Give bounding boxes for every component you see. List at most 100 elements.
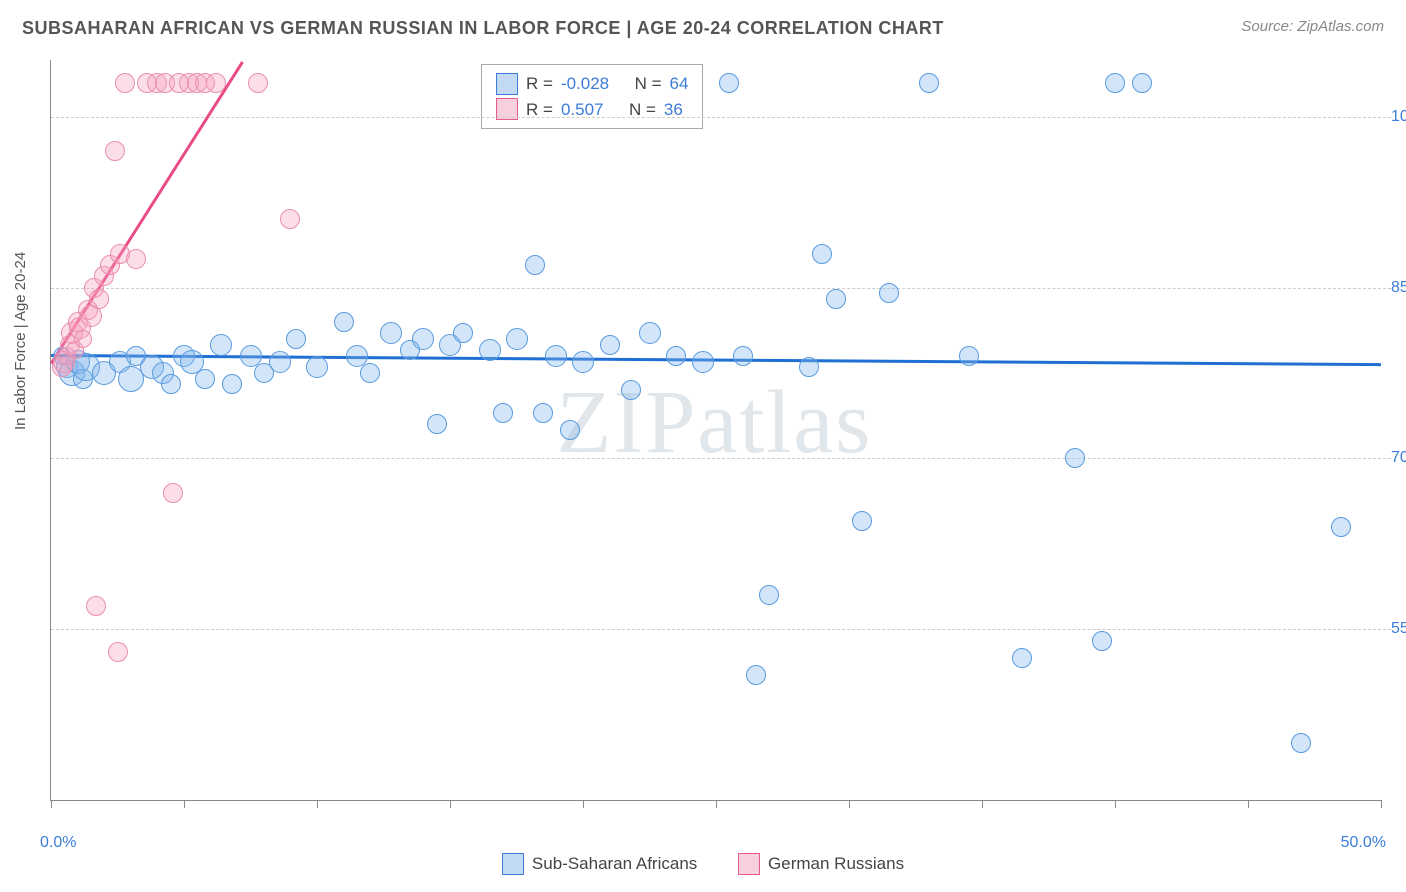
data-point-blue bbox=[919, 73, 939, 93]
data-point-blue bbox=[222, 374, 242, 394]
data-point-blue bbox=[334, 312, 354, 332]
legend-swatch-blue bbox=[496, 73, 518, 95]
x-tick-mark bbox=[450, 800, 451, 808]
y-axis-label: In Labor Force | Age 20-24 bbox=[12, 252, 29, 430]
legend-label-pink: German Russians bbox=[768, 854, 904, 874]
data-point-pink bbox=[115, 73, 135, 93]
r-value-pink: 0.507 bbox=[561, 97, 604, 123]
data-point-pink bbox=[74, 330, 92, 348]
x-tick-mark bbox=[317, 800, 318, 808]
data-point-blue bbox=[412, 328, 434, 350]
data-point-blue bbox=[161, 374, 181, 394]
x-tick-mark bbox=[1381, 800, 1382, 808]
data-point-pink bbox=[108, 642, 128, 662]
data-point-blue bbox=[525, 255, 545, 275]
legend-swatch-pink bbox=[738, 853, 760, 875]
x-tick-mark bbox=[184, 800, 185, 808]
data-point-blue bbox=[759, 585, 779, 605]
y-tick-label: 85.0% bbox=[1391, 279, 1406, 297]
data-point-blue bbox=[666, 346, 686, 366]
n-value-pink: 36 bbox=[664, 97, 683, 123]
source-citation: Source: ZipAtlas.com bbox=[1241, 18, 1384, 35]
data-point-blue bbox=[600, 335, 620, 355]
data-point-blue bbox=[692, 351, 714, 373]
legend-label-blue: Sub-Saharan Africans bbox=[532, 854, 697, 874]
data-point-blue bbox=[1012, 648, 1032, 668]
x-tick-mark bbox=[583, 800, 584, 808]
gridline-horizontal bbox=[51, 288, 1391, 289]
data-point-blue bbox=[639, 322, 661, 344]
legend-item-pink: German Russians bbox=[738, 853, 904, 875]
source-prefix: Source: bbox=[1241, 18, 1297, 35]
data-point-pink bbox=[206, 73, 226, 93]
legend-row-pink: R = 0.507 N = 36 bbox=[496, 97, 688, 123]
data-point-blue bbox=[453, 323, 473, 343]
data-point-pink bbox=[280, 209, 300, 229]
x-tick-mark bbox=[716, 800, 717, 808]
x-tick-mark bbox=[849, 800, 850, 808]
y-tick-label: 70.0% bbox=[1391, 449, 1406, 467]
legend-item-blue: Sub-Saharan Africans bbox=[502, 853, 697, 875]
data-point-pink bbox=[86, 596, 106, 616]
chart-title: SUBSAHARAN AFRICAN VS GERMAN RUSSIAN IN … bbox=[22, 18, 944, 38]
data-point-blue bbox=[572, 351, 594, 373]
data-point-blue bbox=[360, 363, 380, 383]
source-name: ZipAtlas.com bbox=[1297, 18, 1384, 35]
data-point-pink bbox=[248, 73, 268, 93]
data-point-blue bbox=[493, 403, 513, 423]
r-prefix: R = bbox=[526, 97, 553, 123]
data-point-blue bbox=[479, 339, 501, 361]
data-point-blue bbox=[210, 334, 232, 356]
n-prefix: N = bbox=[629, 97, 656, 123]
data-point-blue bbox=[195, 369, 215, 389]
data-point-blue bbox=[1105, 73, 1125, 93]
data-point-pink bbox=[163, 483, 183, 503]
x-tick-mark bbox=[982, 800, 983, 808]
x-tick-mark bbox=[1115, 800, 1116, 808]
data-point-pink bbox=[105, 141, 125, 161]
data-point-blue bbox=[733, 346, 753, 366]
data-point-blue bbox=[959, 346, 979, 366]
data-point-blue bbox=[1065, 448, 1085, 468]
scatter-plot-area: ZIPatlas R = -0.028 N = 64 R = 0.507 N =… bbox=[50, 60, 1381, 801]
r-prefix: R = bbox=[526, 71, 553, 97]
r-value-blue: -0.028 bbox=[561, 71, 609, 97]
n-prefix: N = bbox=[635, 71, 662, 97]
data-point-blue bbox=[746, 665, 766, 685]
data-point-blue bbox=[799, 357, 819, 377]
data-point-blue bbox=[826, 289, 846, 309]
series-legend: Sub-Saharan Africans German Russians bbox=[0, 853, 1406, 880]
data-point-blue bbox=[269, 351, 291, 373]
data-point-blue bbox=[286, 329, 306, 349]
data-point-blue bbox=[533, 403, 553, 423]
data-point-blue bbox=[306, 356, 328, 378]
data-point-pink bbox=[126, 249, 146, 269]
correlation-stats-legend: R = -0.028 N = 64 R = 0.507 N = 36 bbox=[481, 64, 703, 129]
data-point-blue bbox=[545, 345, 567, 367]
n-value-blue: 64 bbox=[670, 71, 689, 97]
data-point-blue bbox=[380, 322, 402, 344]
data-point-blue bbox=[1092, 631, 1112, 651]
data-point-blue bbox=[560, 420, 580, 440]
legend-swatch-blue bbox=[502, 853, 524, 875]
data-point-blue bbox=[621, 380, 641, 400]
data-point-blue bbox=[879, 283, 899, 303]
data-point-blue bbox=[506, 328, 528, 350]
data-point-blue bbox=[1291, 733, 1311, 753]
x-tick-mark bbox=[1248, 800, 1249, 808]
data-point-pink bbox=[89, 289, 109, 309]
gridline-horizontal bbox=[51, 629, 1391, 630]
y-tick-label: 100.0% bbox=[1391, 108, 1406, 126]
data-point-blue bbox=[427, 414, 447, 434]
x-tick-max: 50.0% bbox=[1341, 834, 1386, 852]
x-tick-min: 0.0% bbox=[40, 834, 76, 852]
gridline-horizontal bbox=[51, 458, 1391, 459]
data-point-blue bbox=[1132, 73, 1152, 93]
x-tick-mark bbox=[51, 800, 52, 808]
gridline-horizontal bbox=[51, 117, 1391, 118]
y-tick-label: 55.0% bbox=[1391, 620, 1406, 638]
legend-row-blue: R = -0.028 N = 64 bbox=[496, 71, 688, 97]
data-point-blue bbox=[852, 511, 872, 531]
data-point-blue bbox=[1331, 517, 1351, 537]
data-point-blue bbox=[719, 73, 739, 93]
